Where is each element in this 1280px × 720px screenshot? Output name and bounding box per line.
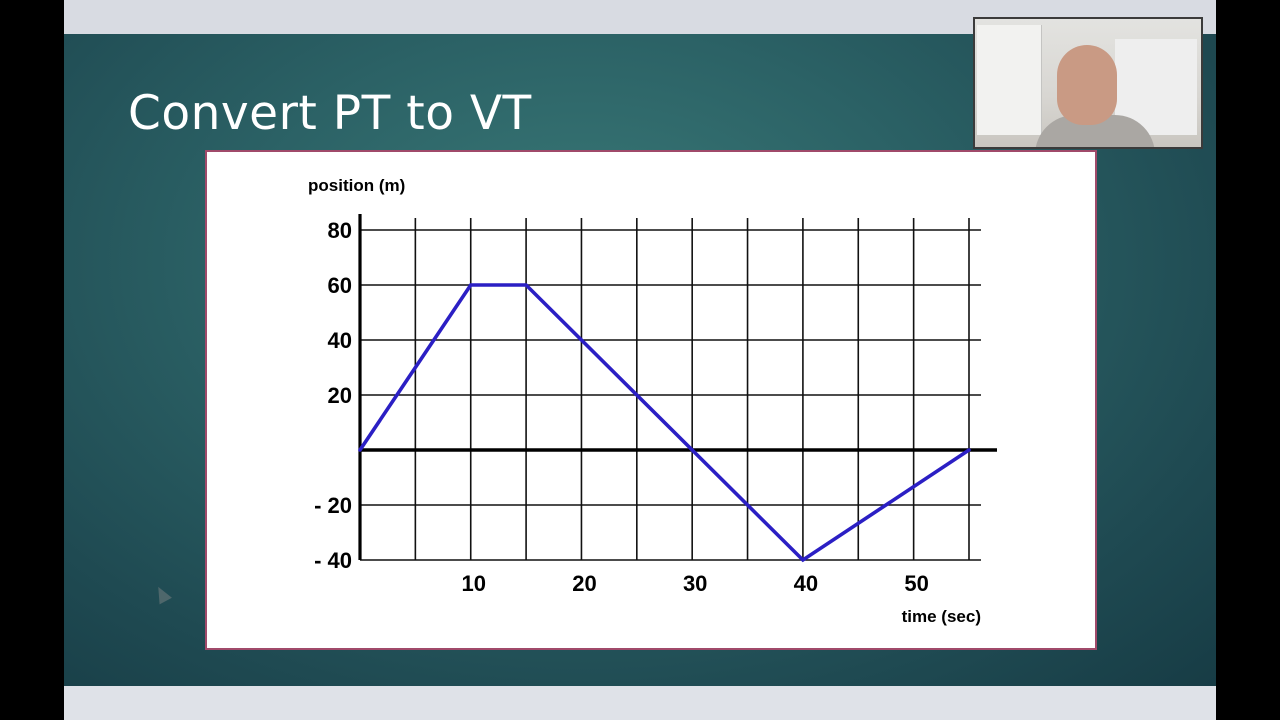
slide-title: Convert PT to VT xyxy=(128,86,532,141)
x-tick-label: 30 xyxy=(683,571,707,596)
webcam-person-head xyxy=(1057,45,1117,125)
x-axis-label: time (sec) xyxy=(902,607,981,626)
y-tick-label: 40 xyxy=(328,328,352,353)
chart-svg: 80 60 40 20 - 20 - 40 10 20 30 40 50 position (m) ti… xyxy=(308,176,997,626)
webcam-whiteboard xyxy=(977,25,1042,135)
bottom-band xyxy=(64,686,1216,720)
left-letterbox xyxy=(0,0,64,720)
x-tick-label: 40 xyxy=(794,571,818,596)
x-tick-label: 50 xyxy=(904,571,928,596)
y-axis-label: position (m) xyxy=(308,176,405,195)
y-tick-label: 60 xyxy=(328,273,352,298)
y-tick-label: - 20 xyxy=(314,493,352,518)
x-tick-label: 10 xyxy=(461,571,485,596)
y-tick-label: 80 xyxy=(328,218,352,243)
x-tick-label: 20 xyxy=(572,571,596,596)
series-line xyxy=(358,283,971,563)
right-letterbox xyxy=(1216,0,1280,720)
y-tick-label: - 40 xyxy=(314,548,352,573)
position-time-chart: 80 60 40 20 - 20 - 40 10 20 30 40 50 position (m) ti… xyxy=(205,150,1097,650)
y-tick-label: 20 xyxy=(328,383,352,408)
webcam-overlay xyxy=(973,17,1203,149)
